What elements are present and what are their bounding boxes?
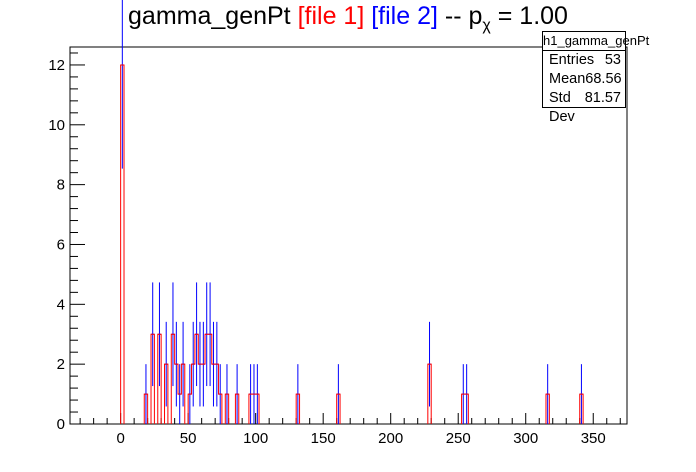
file1-histogram-step [120, 64, 125, 424]
x-tick-label: 250 [446, 430, 471, 447]
y-tick-label: 2 [57, 356, 65, 373]
file1-histogram-step [234, 393, 240, 424]
file1-histogram-step [336, 393, 341, 424]
file1-histogram-step [143, 393, 149, 424]
x-tick-label: 200 [378, 430, 403, 447]
stats-name: h1_gamma_genPt [543, 32, 649, 51]
chart-title: gamma_genPt [file 1] [file 2] -- pχ = 1.… [0, 2, 696, 35]
stats-box: h1_gamma_genPt Entries 53 Mean 68.56 Std D… [542, 31, 649, 125]
file1-histogram-step [427, 363, 432, 424]
stats-label: Mean [549, 71, 586, 87]
y-tick-label: 8 [57, 177, 65, 194]
file1-histogram-step [461, 393, 469, 424]
x-tick-label: 0 [116, 430, 124, 447]
x-tick-label: 300 [513, 430, 538, 447]
title-rest: -- p [437, 2, 483, 30]
file1-histogram-step [157, 333, 162, 424]
file1-histogram-step [295, 393, 301, 424]
stats-value: 53 [604, 52, 621, 68]
stats-value: 81.57 [584, 90, 621, 106]
title-main: gamma_genPt [128, 2, 298, 30]
stats-row-stddev: Std Dev 81.57 [543, 89, 625, 125]
file1-histogram-step [579, 393, 584, 424]
y-tick-label: 12 [48, 57, 65, 74]
title-subscript: χ [482, 17, 491, 34]
title-file2: [file 2] [371, 2, 438, 30]
stats-row-entries: Entries 53 [543, 51, 625, 70]
y-tick-label: 10 [48, 117, 65, 134]
stats-value: 68.56 [585, 71, 622, 87]
stats-label: Std Dev [549, 90, 575, 125]
y-tick-label: 6 [57, 236, 65, 253]
file1-histogram-step [170, 333, 186, 424]
stats-label: Entries [549, 52, 595, 68]
x-tick-label: 50 [180, 430, 197, 447]
title-file1: [file 1] [297, 2, 365, 30]
file1-histogram-step [224, 393, 230, 424]
x-tick-label: 150 [311, 430, 336, 447]
y-tick-label: 0 [57, 416, 65, 433]
stats-row-mean: Mean 68.56 [543, 70, 625, 89]
title-tail: = 1.00 [490, 2, 568, 30]
file1-histogram-step [545, 393, 550, 424]
file1-histogram-step [248, 393, 260, 424]
x-tick-label: 100 [243, 430, 268, 447]
file1-histogram-step [187, 333, 223, 424]
plot-frame [69, 46, 628, 425]
y-tick-label: 4 [57, 296, 65, 313]
file1-histogram-step [164, 363, 169, 424]
file1-histogram-step [150, 333, 155, 424]
x-tick-label: 350 [581, 430, 606, 447]
